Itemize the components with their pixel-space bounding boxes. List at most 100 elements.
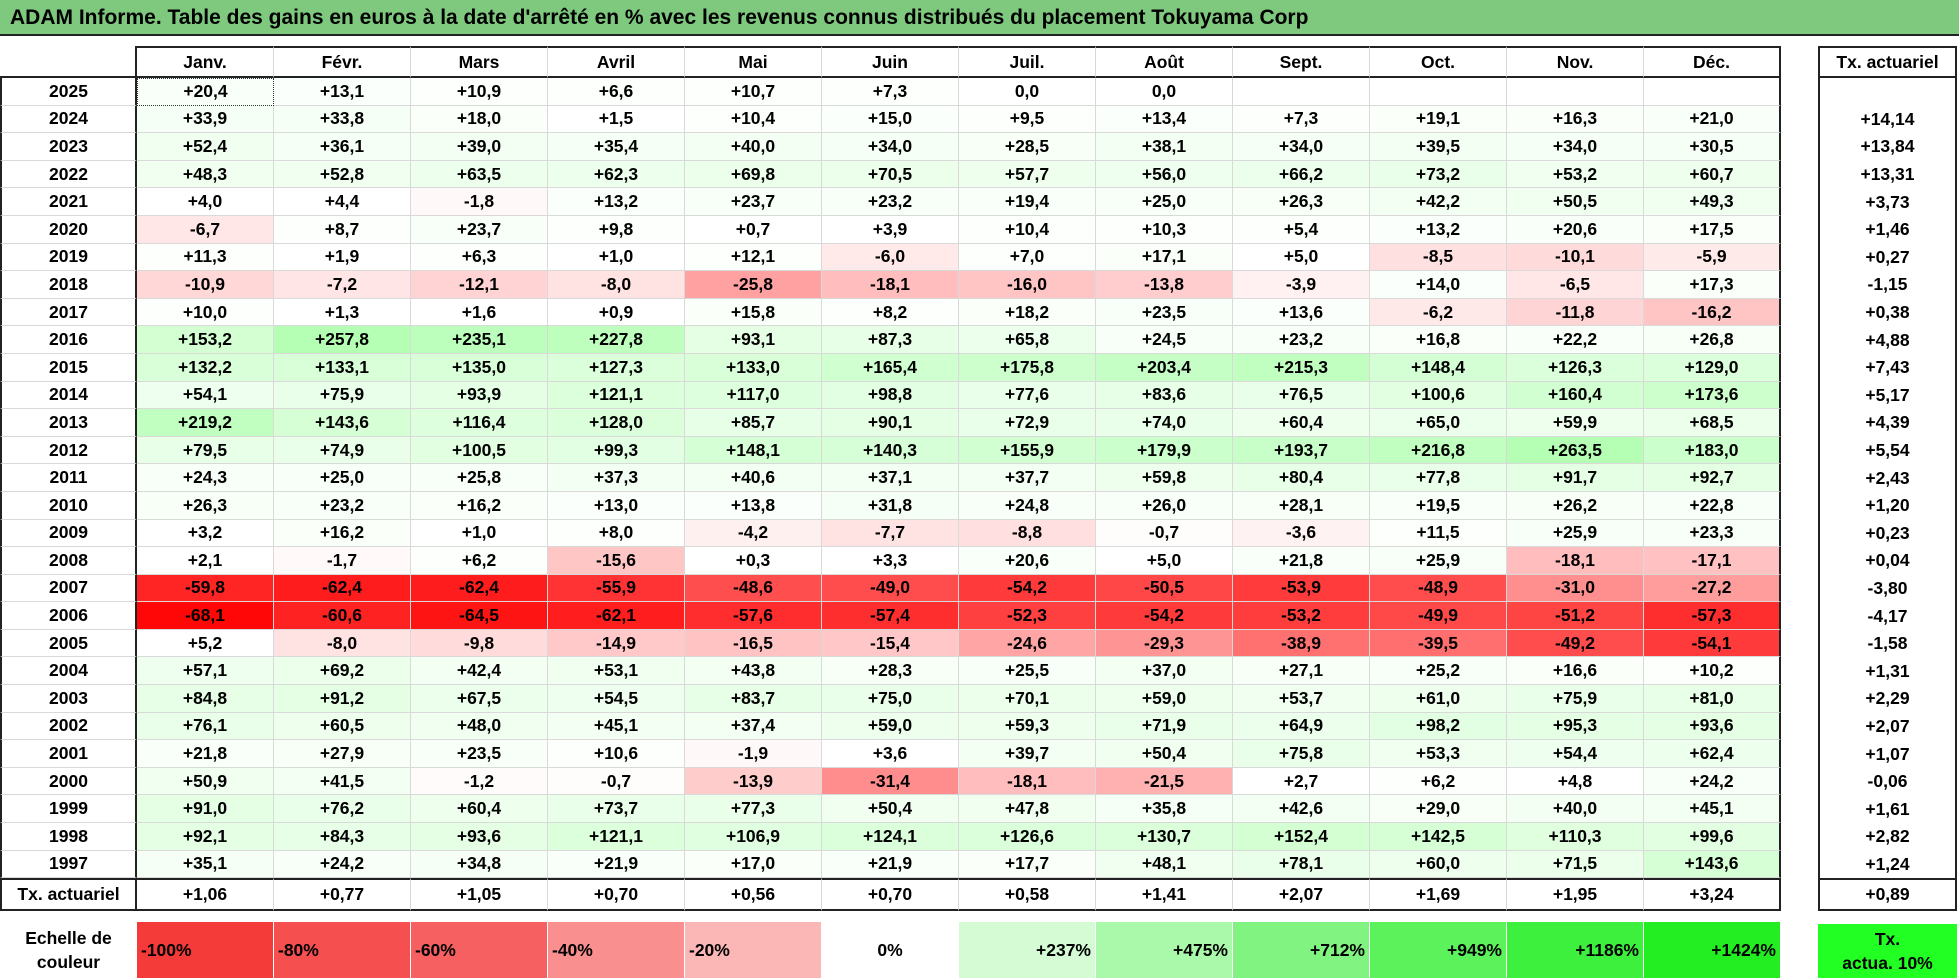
- rate-cell: +2,29: [1818, 685, 1957, 713]
- value-cell: +106,9: [685, 823, 822, 851]
- table-row: 2025 +20,4 +13,1 +10,9 +6,6 +10,7 +7,3 0,0 0,0: [0, 78, 1781, 106]
- value-cell: +60,0: [1370, 850, 1507, 879]
- rate-cell: +5,17: [1818, 381, 1957, 410]
- year-cell: 2023: [0, 133, 137, 161]
- value-cell: -48,6: [685, 574, 822, 603]
- value-cell: +40,0: [685, 133, 822, 161]
- table-row: 2010 +26,3 +23,2 +16,2 +13,0 +13,8 +31,8 +24,8 +…: [0, 491, 1781, 520]
- total-cell: +0,77: [274, 878, 411, 912]
- table-row: 2004 +57,1 +69,2 +42,4 +53,1 +43,8 +28,3 +25,5 +…: [0, 657, 1781, 686]
- color-scale-swatch: -80%: [274, 922, 411, 978]
- value-cell: -49,9: [1370, 602, 1507, 630]
- value-cell: +53,1: [548, 657, 685, 686]
- value-cell: +24,3: [137, 464, 274, 492]
- value-cell: +53,3: [1370, 740, 1507, 768]
- value-cell: +18,2: [959, 298, 1096, 327]
- value-cell: +59,0: [1096, 685, 1233, 713]
- value-cell: +143,6: [1644, 850, 1781, 879]
- value-cell: +24,2: [274, 850, 411, 879]
- table-row: 2005 +5,2 -8,0 -9,8 -14,9 -16,5 -15,4 -24,6 -29,…: [0, 629, 1781, 658]
- value-cell: +0,9: [548, 298, 685, 327]
- value-cell: +62,4: [1644, 740, 1781, 768]
- value-cell: +10,3: [1096, 215, 1233, 244]
- value-cell: +40,0: [1507, 795, 1644, 824]
- value-cell: -62,4: [411, 574, 548, 603]
- table-row: 2021 +4,0 +4,4 -1,8 +13,2 +23,7 +23,2 +19,4 +25,…: [0, 188, 1781, 216]
- table-row: 2007 -59,8 -62,4 -62,4 -55,9 -48,6 -49,0 -54,2-…: [0, 574, 1781, 603]
- value-cell: +173,6: [1644, 381, 1781, 410]
- value-cell: 0,0: [959, 78, 1096, 106]
- table-row: 2023 +52,4 +36,1 +39,0 +35,4 +40,0 +34,0 +28,5 +…: [0, 133, 1781, 161]
- value-cell: +59,9: [1507, 409, 1644, 437]
- year-cell: 1998: [0, 823, 137, 851]
- month-header: Juil.: [959, 46, 1096, 78]
- value-cell: -0,7: [1096, 519, 1233, 548]
- rate-cell: -3,80: [1818, 574, 1957, 603]
- value-cell: +215,3: [1233, 353, 1370, 382]
- value-cell: +165,4: [822, 353, 959, 382]
- totals-row: Tx. actuariel +1,06 +0,77 +1,05 +0,70 +0,56 +0…: [0, 878, 1781, 912]
- table-row: 2003 +84,8 +91,2 +67,5 +54,5 +83,7 +75,0 +70,1 +…: [0, 685, 1781, 713]
- value-cell: +93,9: [411, 381, 548, 410]
- value-cell: +203,4: [1096, 353, 1233, 382]
- year-cell: 2007: [0, 574, 137, 603]
- rate-cell: [1818, 78, 1957, 106]
- table-row: 2018 -10,9 -7,2 -12,1 -8,0 -25,8 -18,1 -16,0 -13…: [0, 271, 1781, 299]
- value-cell: +1,5: [548, 105, 685, 134]
- value-cell: +13,8: [685, 491, 822, 520]
- value-cell: +42,2: [1370, 188, 1507, 216]
- value-cell: +34,0: [1233, 133, 1370, 161]
- year-cell: 2010: [0, 491, 137, 520]
- value-cell: -51,2: [1507, 602, 1644, 630]
- value-cell: +23,2: [822, 188, 959, 216]
- table-row: 2013 +219,2 +143,6 +116,4 +128,0 +85,7 +90,1 +7…: [0, 409, 1781, 437]
- value-cell: +17,5: [1644, 215, 1781, 244]
- value-cell: +29,0: [1370, 795, 1507, 824]
- value-cell: +7,0: [959, 243, 1096, 272]
- value-cell: +25,9: [1370, 547, 1507, 575]
- table-row: 2009 +3,2 +16,2 +1,0 +8,0 -4,2 -7,7 -8,8 -0,7 -3,…: [0, 519, 1781, 548]
- value-cell: -6,2: [1370, 298, 1507, 327]
- value-cell: -1,8: [411, 188, 548, 216]
- value-cell: +37,0: [1096, 657, 1233, 686]
- value-cell: +15,8: [685, 298, 822, 327]
- value-cell: -60,6: [274, 602, 411, 630]
- value-cell: +20,6: [1507, 215, 1644, 244]
- actuarial-rate-legend: Tx. actua. 10%: [1818, 924, 1957, 978]
- value-cell: +25,8: [411, 464, 548, 492]
- rate-cell: +5,54: [1818, 436, 1957, 465]
- value-cell: +10,4: [959, 215, 1096, 244]
- value-cell: +92,1: [137, 823, 274, 851]
- total-cell: +0,56: [685, 878, 822, 912]
- value-cell: +42,4: [411, 657, 548, 686]
- color-scale-swatch: +949%: [1370, 922, 1507, 978]
- value-cell: +1,3: [274, 298, 411, 327]
- year-cell: 2000: [0, 767, 137, 796]
- color-scale-swatch: +475%: [1096, 922, 1233, 978]
- year-cell: 2005: [0, 629, 137, 658]
- rate-cell: +1,46: [1818, 215, 1957, 244]
- year-cell: 2022: [0, 160, 137, 189]
- value-cell: -52,3: [959, 602, 1096, 630]
- report-title: ADAM Informe. Table des gains en euros à…: [0, 0, 1959, 36]
- value-cell: +47,8: [959, 795, 1096, 824]
- value-cell: +48,3: [137, 160, 274, 189]
- value-cell: +100,6: [1370, 381, 1507, 410]
- year-cell: 1997: [0, 850, 137, 879]
- value-cell: -25,8: [685, 271, 822, 299]
- year-cell: 2004: [0, 657, 137, 686]
- value-cell: -8,8: [959, 519, 1096, 548]
- value-cell: -10,9: [137, 271, 274, 299]
- value-cell: +75,8: [1233, 740, 1370, 768]
- value-cell: +84,3: [274, 823, 411, 851]
- value-cell: +4,8: [1507, 767, 1644, 796]
- value-cell: +5,0: [1233, 243, 1370, 272]
- value-cell: +60,4: [1233, 409, 1370, 437]
- value-cell: +2,7: [1233, 767, 1370, 796]
- year-cell: 2006: [0, 602, 137, 630]
- value-cell: +8,7: [274, 215, 411, 244]
- value-cell: -53,2: [1233, 602, 1370, 630]
- rate-cell: +0,27: [1818, 243, 1957, 272]
- value-cell: +50,5: [1507, 188, 1644, 216]
- value-cell: -57,4: [822, 602, 959, 630]
